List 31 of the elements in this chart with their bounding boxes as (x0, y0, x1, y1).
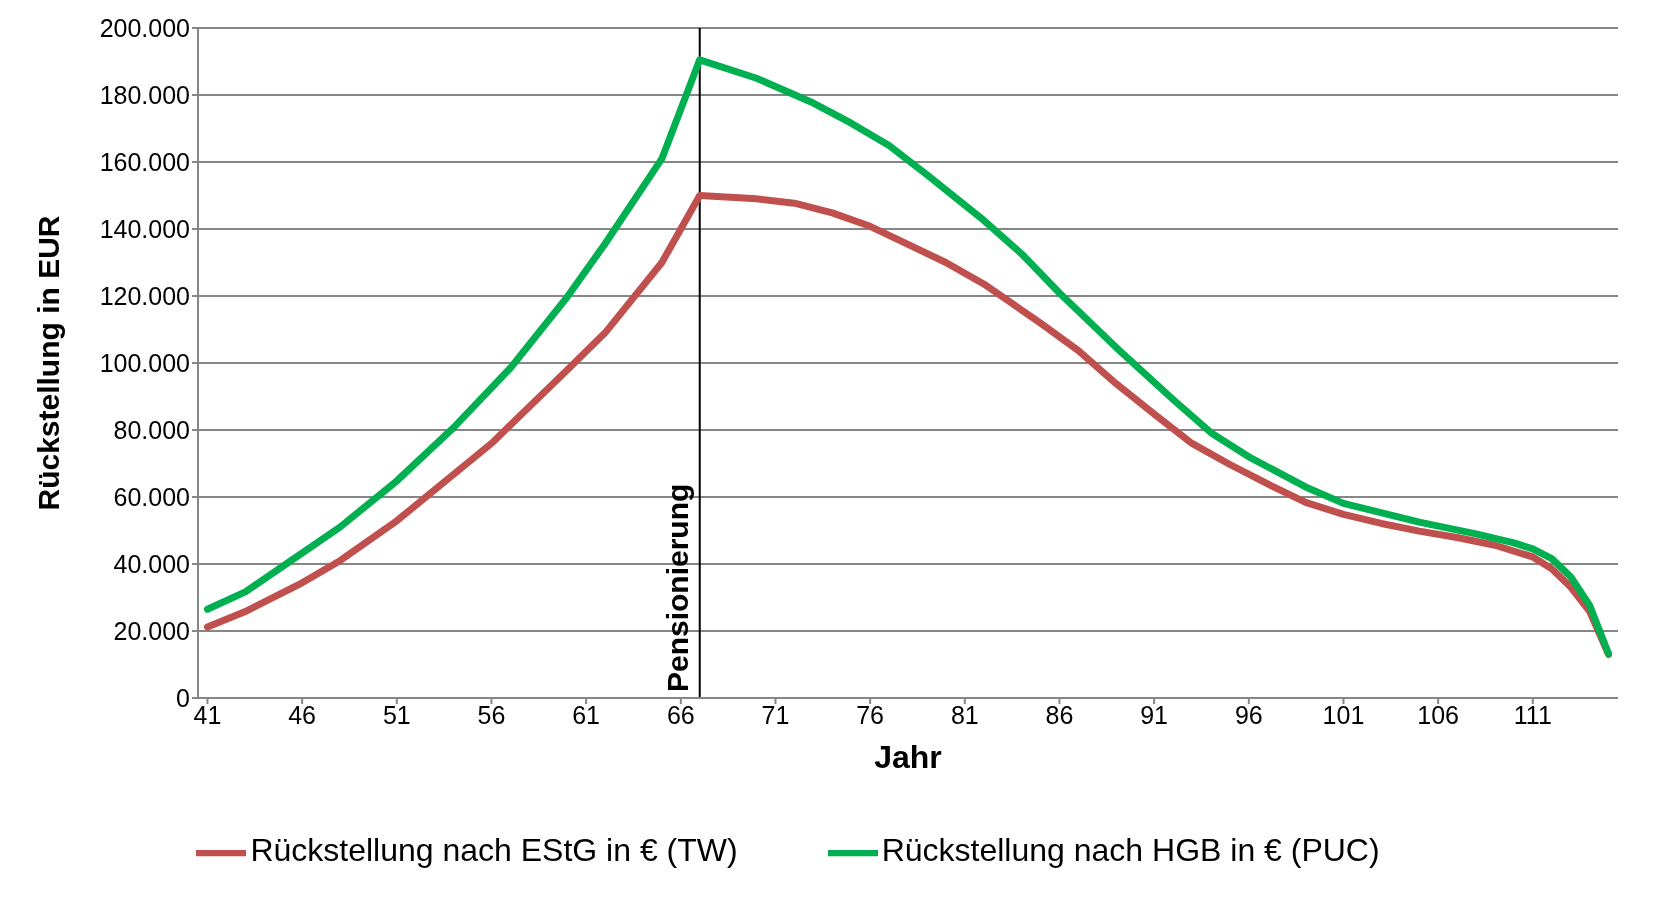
y-tick-label: 20.000 (113, 616, 190, 645)
x-tick-label: 56 (477, 700, 506, 729)
x-tick-label: 81 (950, 700, 979, 729)
legend-label: Rückstellung nach HGB in € (PUC) (881, 832, 1380, 869)
y-tick-label: 80.000 (113, 415, 190, 444)
x-tick-label: 71 (761, 700, 790, 729)
y-tick-label: 60.000 (113, 482, 190, 511)
y-tick-label: 180.000 (99, 80, 190, 109)
y-tick-label: 140.000 (99, 214, 190, 243)
y-tick-label: 40.000 (113, 549, 190, 578)
x-tick-label: 76 (856, 700, 885, 729)
x-axis-title: Jahr (874, 739, 942, 775)
x-tick-label: 111 (1513, 700, 1552, 729)
x-tick-label: 96 (1234, 700, 1263, 729)
x-tick-label: 61 (572, 700, 601, 729)
y-tick-label: 200.000 (99, 13, 190, 42)
x-tick-label: 51 (382, 700, 411, 729)
x-tick-label: 91 (1140, 700, 1169, 729)
y-tick-label: 100.000 (99, 348, 190, 377)
x-tick-label: 101 (1322, 700, 1365, 729)
y-tick-label: 0 (176, 683, 190, 712)
legend-label: Rückstellung nach EStG in € (TW) (250, 832, 738, 869)
ref-line-label: Pensionierung (660, 483, 694, 692)
y-tick-label: 160.000 (99, 147, 190, 176)
y-axis-title: Rückstellung in EUR (31, 215, 65, 511)
y-tick-label: 120.000 (99, 281, 190, 310)
x-tick-label: 106 (1417, 700, 1459, 729)
x-tick-label: 41 (193, 700, 222, 729)
x-tick-label: 86 (1045, 700, 1074, 729)
x-tick-label: 66 (666, 700, 695, 729)
x-tick-label: 46 (288, 700, 317, 729)
